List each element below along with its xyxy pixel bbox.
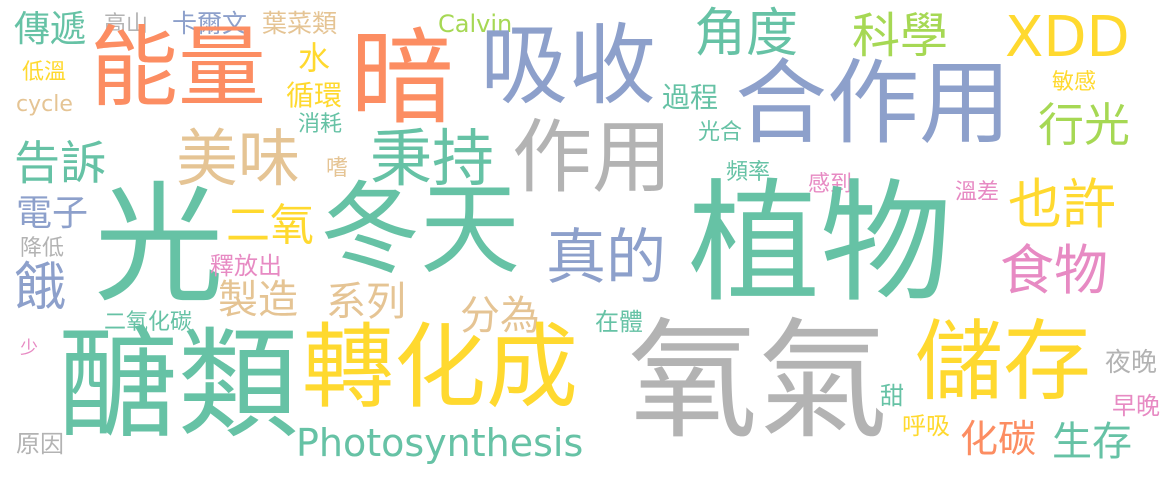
word: 在體 [595, 308, 643, 336]
word: 光合 [698, 120, 743, 145]
word: 甜 [880, 382, 904, 410]
word: 電子 [16, 193, 89, 234]
word: 分為 [460, 293, 540, 339]
word: 水 [298, 39, 331, 77]
word: 光 [94, 169, 225, 321]
word: 美味 [176, 122, 301, 195]
word: 過程 [662, 81, 719, 114]
word: 傳遞 [14, 9, 87, 50]
word: 行光 [1038, 98, 1130, 152]
word: 循環 [286, 79, 343, 112]
word: 低溫 [22, 60, 67, 85]
word: Calvin [438, 10, 513, 38]
word: 氧氣 [628, 305, 889, 457]
word: XDD [1005, 5, 1130, 70]
word: 高山 [104, 12, 149, 37]
word: 頻率 [726, 160, 771, 185]
word: 吸收 [480, 14, 657, 117]
word: 醣類 [58, 316, 298, 455]
word: 合作用 [735, 50, 1012, 157]
word: 敏感 [1052, 70, 1097, 95]
word: 轉化成 [302, 314, 579, 421]
word: 呼吸 [902, 412, 950, 440]
word: 儲存 [915, 310, 1092, 413]
word: 作用 [512, 111, 672, 204]
word: 秉持 [370, 122, 495, 195]
word: 生存 [1052, 419, 1132, 465]
word: 釋放出 [210, 252, 282, 280]
word: 二氧 [226, 200, 314, 251]
word: 植物 [688, 167, 952, 321]
word: 消耗 [298, 112, 343, 137]
word: 溫差 [955, 180, 1000, 205]
word: 二氧化碳 [104, 310, 193, 335]
word: 也許 [1008, 173, 1116, 236]
word: 原因 [16, 430, 64, 458]
word: 餓 [14, 258, 67, 318]
word: 化碳 [960, 417, 1037, 461]
word: 真的 [546, 223, 666, 293]
word: 冬天 [320, 171, 520, 288]
word: 感到 [808, 172, 853, 197]
word: 告訴 [14, 136, 106, 190]
word: 暗 [350, 17, 455, 139]
word: 嗜 [326, 156, 349, 181]
word: 葉菜類 [262, 9, 338, 38]
word: 能量 [90, 16, 267, 119]
word: 角度 [694, 4, 799, 64]
word: 食物 [1000, 239, 1108, 302]
word: 科學 [852, 8, 949, 64]
word: 卡爾文 [172, 9, 248, 38]
word: cycle [16, 92, 73, 117]
word: 早晚 [1112, 392, 1160, 420]
word: 夜晚 [1105, 348, 1158, 378]
word: 降低 [20, 236, 65, 261]
word: 少 [20, 338, 38, 359]
word: Photosynthesis [296, 421, 584, 465]
word: 系列 [326, 279, 406, 325]
word: 製造 [218, 277, 298, 323]
